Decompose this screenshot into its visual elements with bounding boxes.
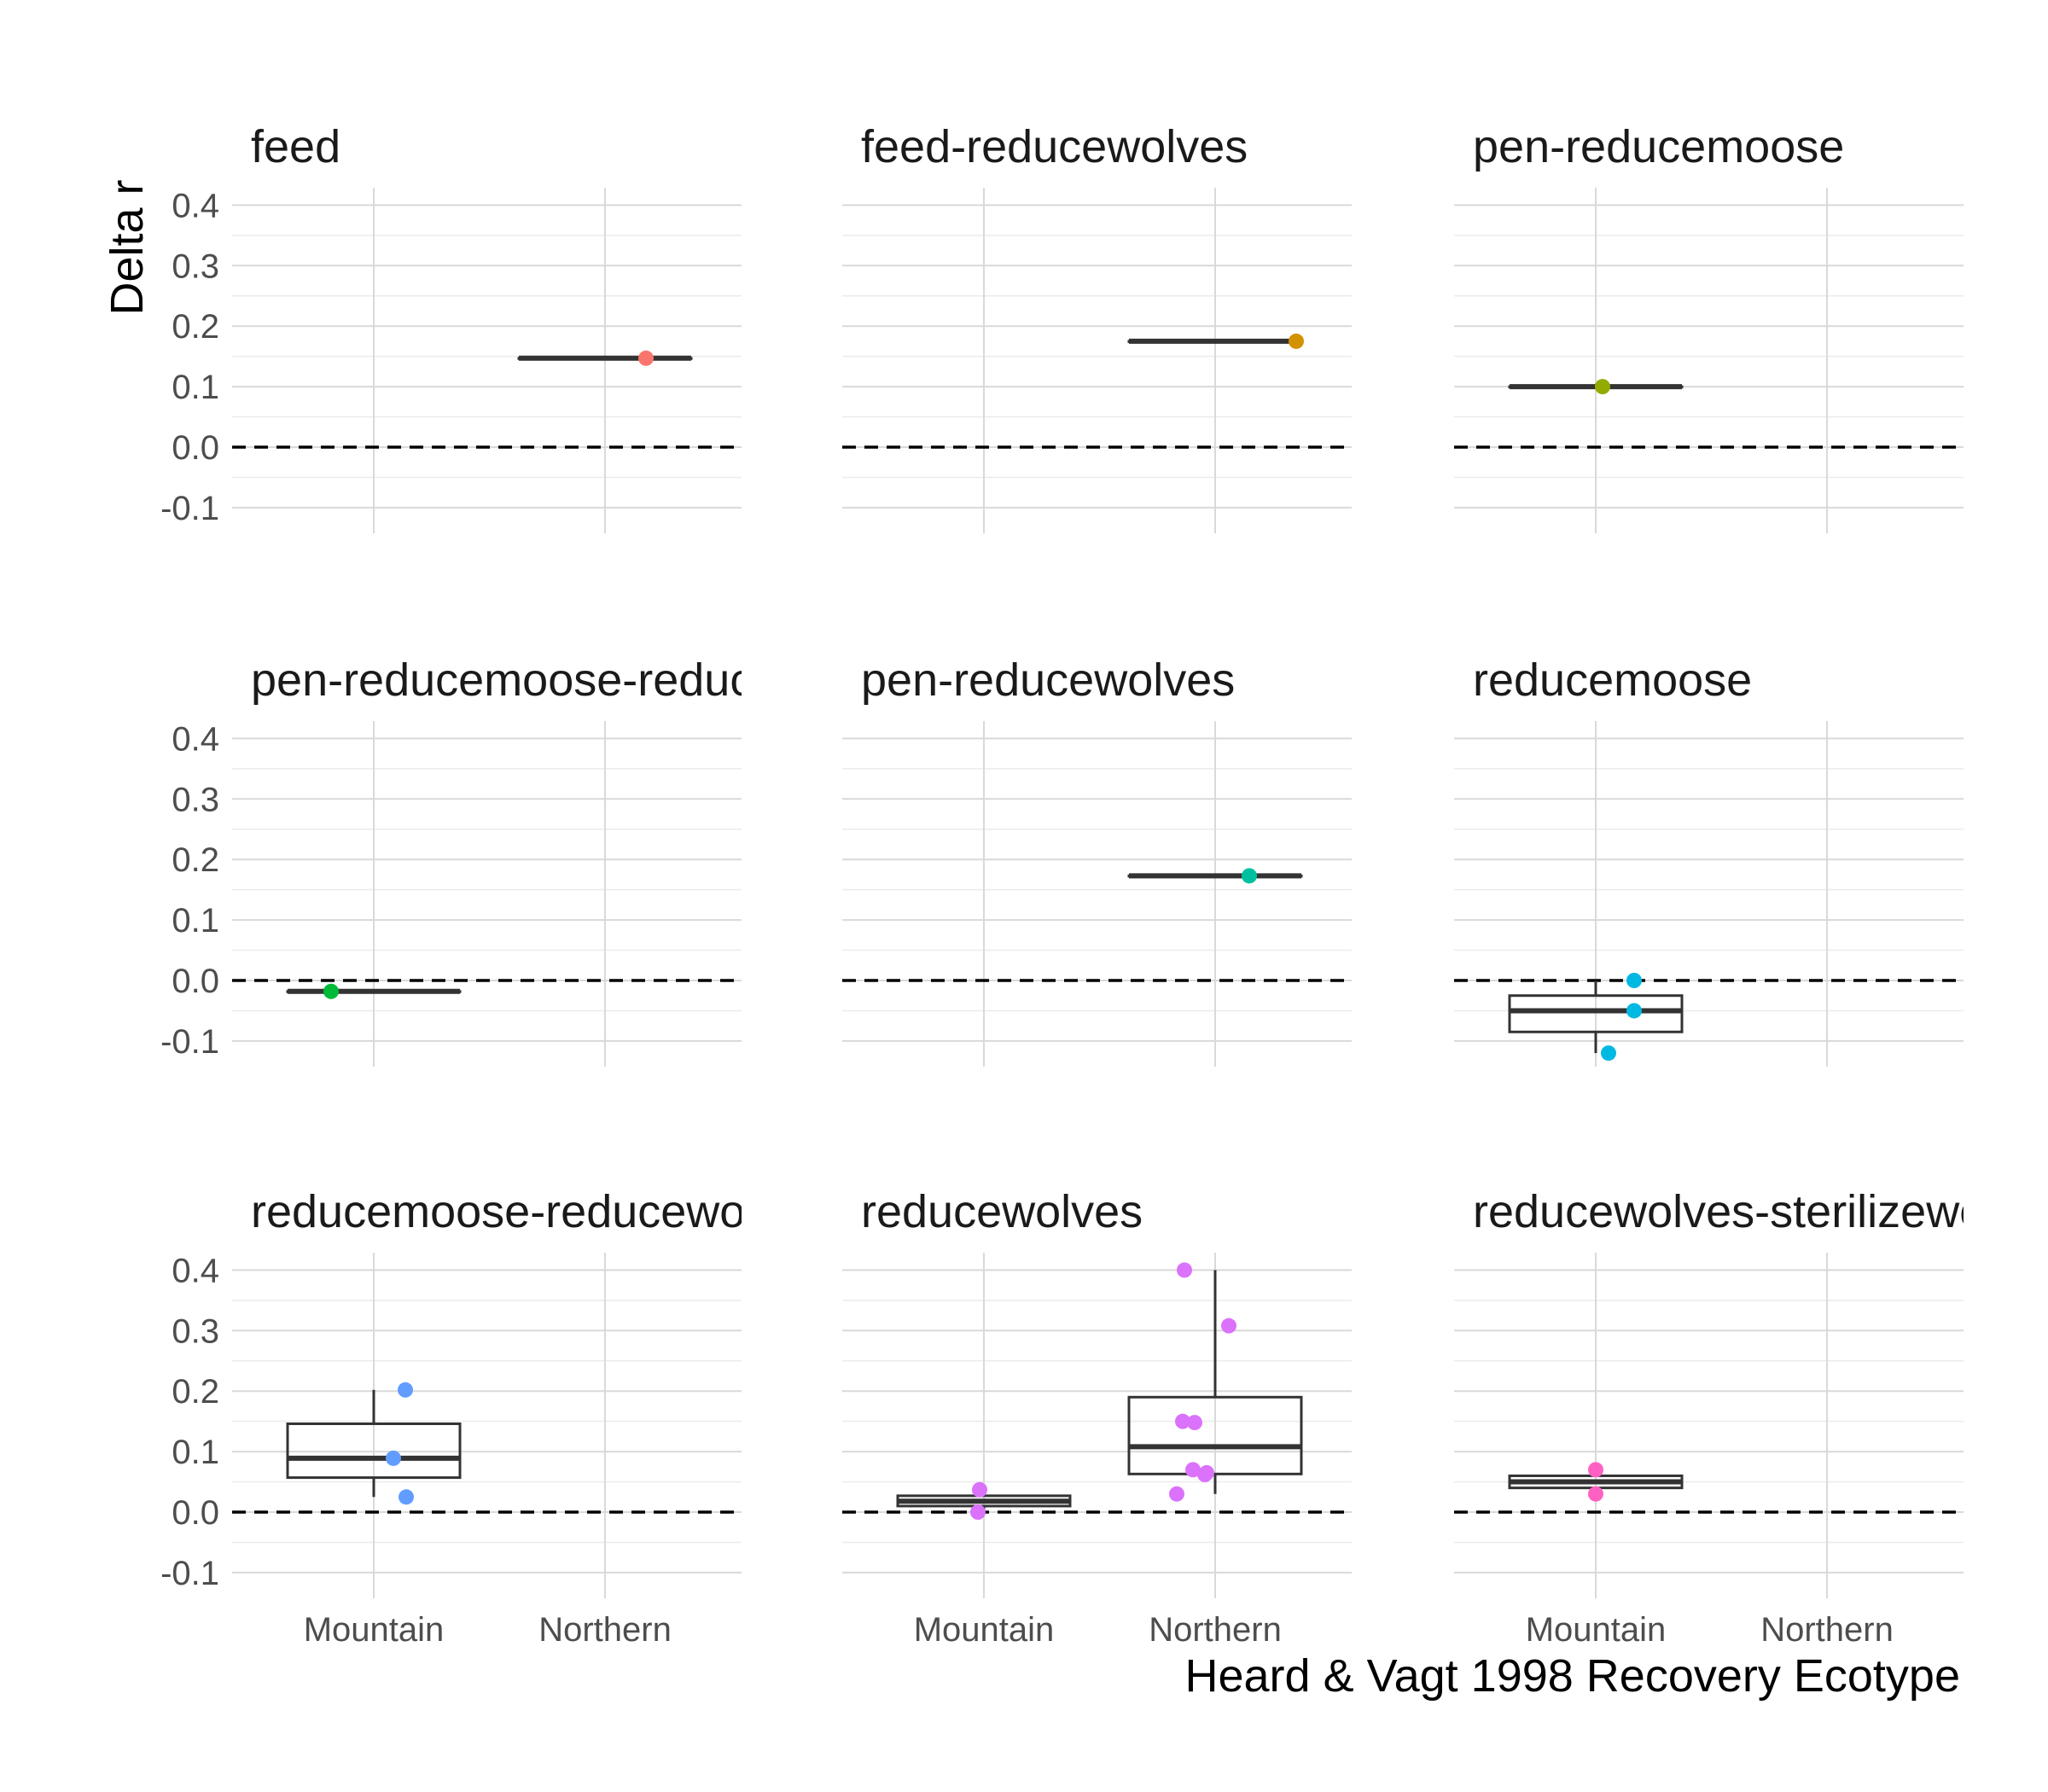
facet-title: reducemoose-reducewolv (251, 1186, 778, 1237)
data-point (1221, 1318, 1236, 1334)
facet-title: feed (251, 121, 340, 172)
y-tick-label: 0.2 (172, 1373, 219, 1411)
facet-panel: Mountain Northern reducewolves-sterilizewo (1454, 1186, 1985, 1649)
facet-panel: -0.1 0.0 0.1 0.2 0.3 0.4 pen-reducemoose-reduc… (160, 655, 778, 1067)
facet-title: reducemoose (1473, 655, 1752, 706)
data-point (1175, 1413, 1190, 1429)
facet-panel: -0.1 0.0 0.1 0.2 0.3 0.4 feed (160, 121, 742, 533)
facet-panel: reducemoose (1454, 655, 1964, 1067)
y-tick-label: 0.3 (172, 247, 219, 285)
data-point (638, 350, 654, 366)
x-tick-label: Northern (538, 1611, 672, 1649)
data-point (1197, 1467, 1213, 1483)
data-point (1185, 1462, 1201, 1478)
y-tick-label: 0.2 (172, 841, 219, 879)
data-point (1187, 1415, 1202, 1431)
data-point (323, 983, 339, 999)
y-tick-label: 0.1 (172, 369, 219, 406)
data-point (1595, 379, 1610, 395)
y-tick-label: -0.1 (160, 490, 219, 527)
facet-title: pen-reducemoose (1473, 121, 1844, 172)
facet-panels: -0.1 0.0 0.1 0.2 0.3 0.4 feed feed-reducewolves… (160, 121, 1985, 1649)
data-point (1588, 1486, 1603, 1502)
data-point (1601, 1045, 1616, 1062)
box-body (286, 1422, 462, 1480)
data-point (398, 1382, 413, 1398)
data-point (1289, 333, 1304, 349)
y-tick-label: 0.1 (172, 902, 219, 940)
y-tick-label: 0.1 (172, 1434, 219, 1471)
facet-title: feed-reducewolves (861, 121, 1248, 172)
facet-title: reducewolves-sterilizewo (1473, 1186, 1985, 1237)
y-tick-label: -0.1 (160, 1023, 219, 1061)
facet-panel: pen-reducemoose (1454, 121, 1964, 533)
data-point (1626, 973, 1642, 988)
y-tick-label: 0.0 (172, 1494, 219, 1532)
box-body (1127, 1395, 1303, 1475)
data-point (1626, 1003, 1642, 1019)
y-tick-label: 0.4 (172, 187, 219, 224)
x-tick-label: Mountain (304, 1611, 445, 1649)
y-tick-label: -0.1 (160, 1555, 219, 1592)
x-tick-label: Northern (1760, 1611, 1894, 1649)
facet-title: pen-reducemoose-reduce (251, 655, 778, 706)
facet-title: pen-reducewolves (861, 655, 1235, 706)
x-tick-label: Mountain (914, 1611, 1055, 1649)
facet-panel: Mountain Northern reducewolves (842, 1186, 1352, 1649)
facet-panel: feed-reducewolves (842, 121, 1352, 533)
data-point (1588, 1462, 1603, 1478)
box-body (1508, 994, 1684, 1033)
data-point (1169, 1486, 1184, 1502)
y-axis-title: Delta r (102, 179, 153, 315)
y-tick-label: 0.4 (172, 720, 219, 758)
data-point (970, 1504, 986, 1520)
data-point (386, 1450, 401, 1466)
y-tick-label: 0.0 (172, 429, 219, 467)
facet-panel: pen-reducewolves (842, 655, 1352, 1067)
y-tick-label: 0.0 (172, 963, 219, 1000)
y-tick-label: 0.3 (172, 1312, 219, 1350)
facet-title: reducewolves (861, 1186, 1143, 1237)
data-point (399, 1489, 414, 1505)
x-tick-label: Northern (1149, 1611, 1282, 1649)
y-tick-label: 0.3 (172, 781, 219, 818)
facet-panel: -0.1 0.0 0.1 0.2 0.3 0.4 Mountain Northern reduc… (160, 1186, 778, 1649)
y-tick-label: 0.4 (172, 1252, 219, 1289)
data-point (972, 1481, 987, 1498)
x-axis-title: Heard & Vagt 1998 Recovery Ecotype (1184, 1650, 1960, 1702)
y-tick-label: 0.2 (172, 308, 219, 346)
data-point (1177, 1262, 1192, 1278)
x-tick-label: Mountain (1526, 1611, 1667, 1649)
data-point (1242, 868, 1257, 884)
